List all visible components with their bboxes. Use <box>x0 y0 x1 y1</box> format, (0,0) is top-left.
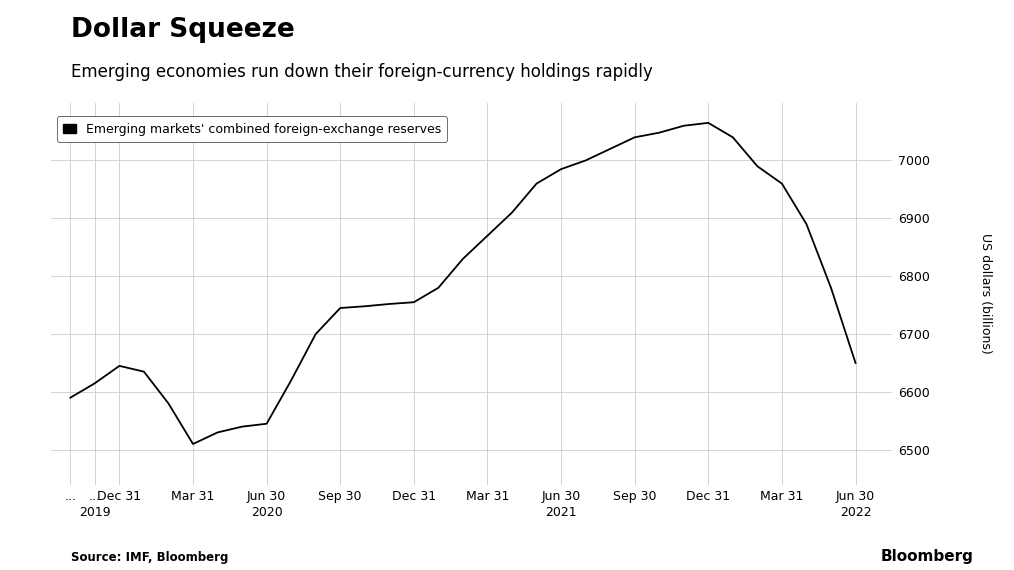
Text: Dollar Squeeze: Dollar Squeeze <box>71 17 295 43</box>
Text: Emerging economies run down their foreign-currency holdings rapidly: Emerging economies run down their foreig… <box>71 63 653 81</box>
Legend: Emerging markets' combined foreign-exchange reserves: Emerging markets' combined foreign-excha… <box>57 116 447 142</box>
Y-axis label: US dollars (billions): US dollars (billions) <box>980 233 993 354</box>
Text: Bloomberg: Bloomberg <box>880 549 973 564</box>
Text: Source: IMF, Bloomberg: Source: IMF, Bloomberg <box>71 551 228 564</box>
